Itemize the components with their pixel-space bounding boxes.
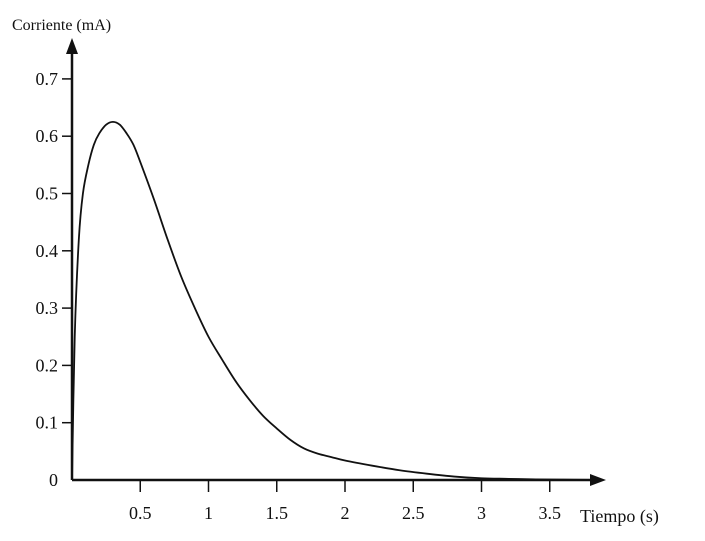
y-tick-label: 0.6 — [36, 126, 59, 146]
x-tick-label: 2 — [341, 503, 350, 523]
y-tick-label: 0.5 — [36, 184, 59, 204]
y-axis-ticks: 0 0.1 0.2 0.3 0.4 0.5 0.6 0.7 — [36, 69, 72, 490]
x-axis-ticks: 0.5 1 1.5 2 2.5 3 3.5 — [129, 480, 561, 523]
x-tick-label: 0.5 — [129, 503, 152, 523]
x-axis-title: Tiempo (s) — [580, 506, 659, 527]
y-tick-label: 0 — [49, 470, 58, 490]
x-tick-label: 1.5 — [266, 503, 289, 523]
y-axis-arrow — [66, 38, 78, 54]
x-tick-label: 3.5 — [539, 503, 562, 523]
y-tick-label: 0.7 — [36, 69, 59, 89]
x-tick-label: 1 — [204, 503, 213, 523]
y-tick-label: 0.1 — [36, 413, 59, 433]
y-tick-label: 0.3 — [36, 298, 59, 318]
y-tick-label: 0.2 — [36, 355, 59, 375]
current-curve — [71, 120, 591, 481]
x-axis-arrow — [590, 474, 606, 486]
y-tick-label: 0.4 — [36, 241, 59, 261]
y-axis-title: Corriente (mA) — [12, 17, 111, 34]
x-tick-label: 2.5 — [402, 503, 425, 523]
x-tick-label: 3 — [477, 503, 486, 523]
